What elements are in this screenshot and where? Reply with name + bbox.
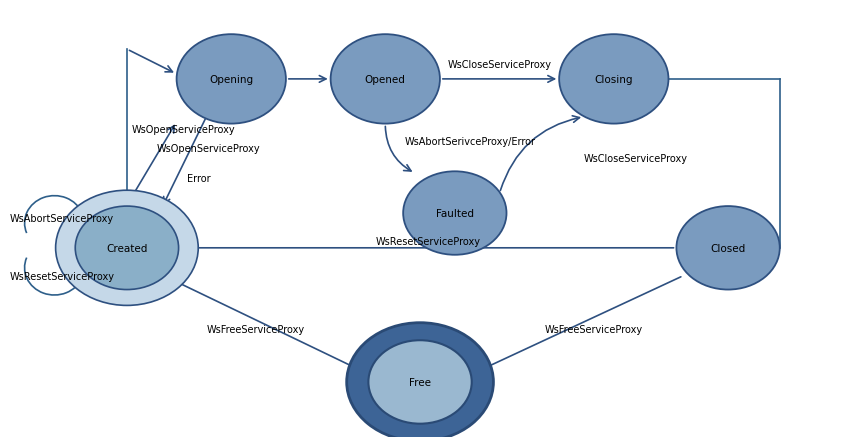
Text: Faulted: Faulted <box>436 208 474 219</box>
Text: WsCloseServiceProxy: WsCloseServiceProxy <box>584 154 688 164</box>
Text: Opened: Opened <box>365 75 405 85</box>
Text: Error: Error <box>187 174 210 184</box>
Text: Opening: Opening <box>209 75 254 85</box>
Text: WsAbortSerivceProxy/Error: WsAbortSerivceProxy/Error <box>405 137 536 147</box>
Text: Closing: Closing <box>595 75 633 85</box>
Text: Created: Created <box>106 243 147 253</box>
Text: WsOpenServiceProxy: WsOpenServiceProxy <box>132 124 236 134</box>
Text: Closed: Closed <box>710 243 746 253</box>
Ellipse shape <box>177 35 286 124</box>
Ellipse shape <box>559 35 668 124</box>
Text: WsOpenServiceProxy: WsOpenServiceProxy <box>157 144 261 154</box>
Text: Free: Free <box>409 377 431 387</box>
Ellipse shape <box>56 191 198 306</box>
Ellipse shape <box>369 340 471 424</box>
Ellipse shape <box>403 172 506 255</box>
Ellipse shape <box>331 35 440 124</box>
Text: WsResetServiceProxy: WsResetServiceProxy <box>375 237 481 246</box>
Text: WsFreeServiceProxy: WsFreeServiceProxy <box>545 325 643 335</box>
Text: WsFreeServiceProxy: WsFreeServiceProxy <box>207 325 305 335</box>
Text: WsAbortServiceProxy: WsAbortServiceProxy <box>9 213 114 223</box>
Text: WsResetServiceProxy: WsResetServiceProxy <box>9 271 115 281</box>
Ellipse shape <box>347 323 494 438</box>
Text: WsCloseServiceProxy: WsCloseServiceProxy <box>447 60 552 70</box>
Ellipse shape <box>75 207 178 290</box>
Ellipse shape <box>676 207 780 290</box>
